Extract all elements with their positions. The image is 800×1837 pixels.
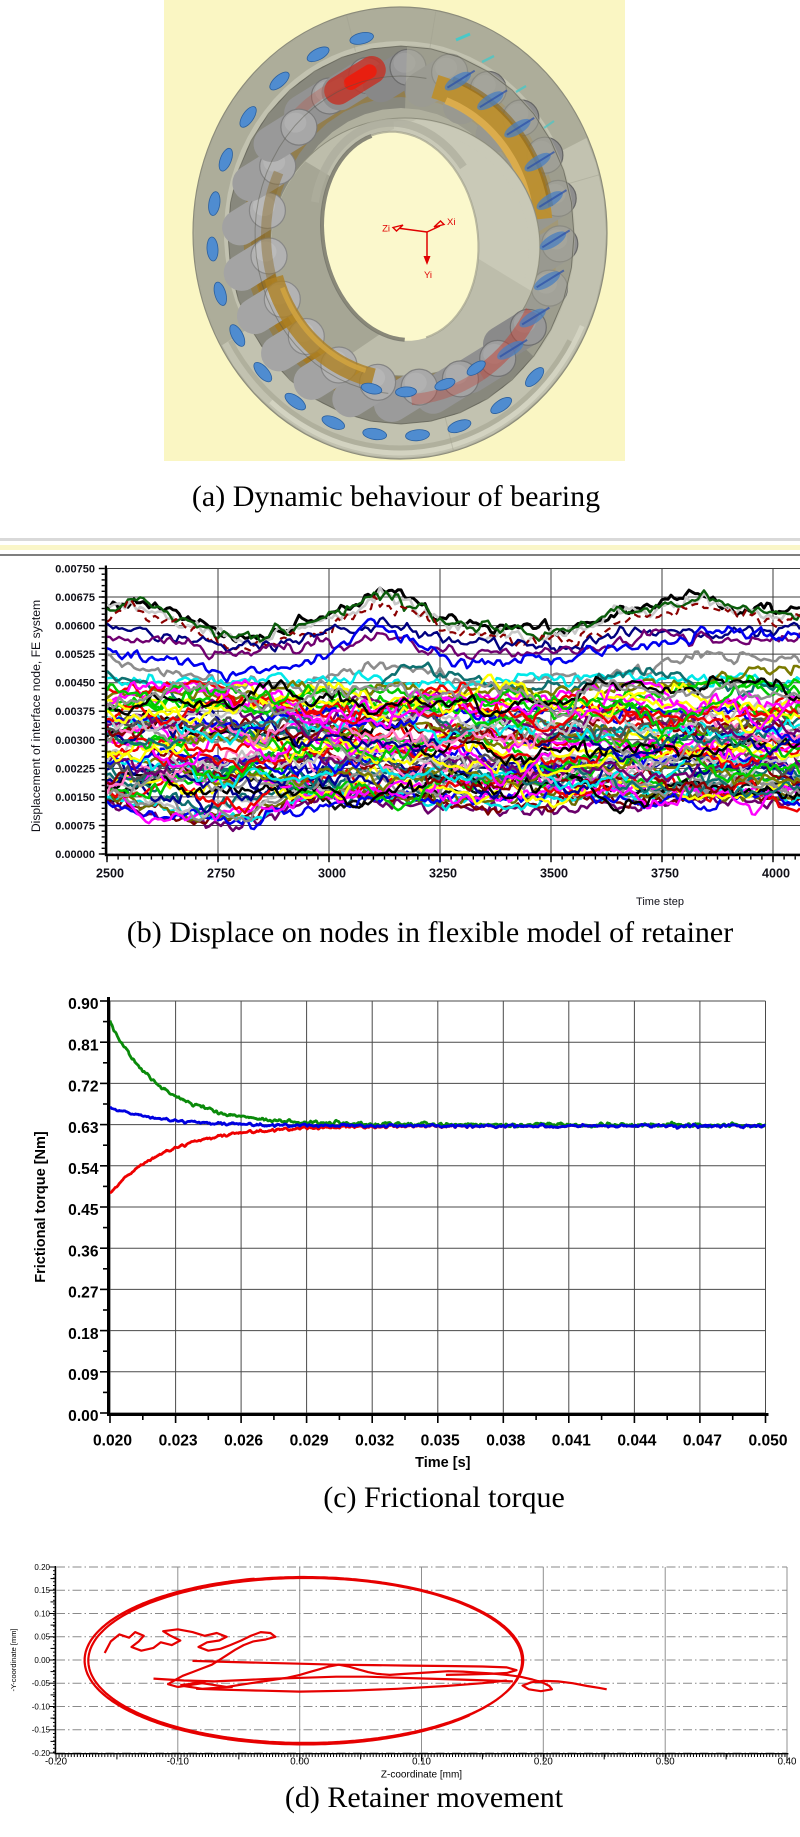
svg-text:0.050: 0.050 [748, 1433, 787, 1450]
svg-text:Displacement of interface node: Displacement of interface node, FE syste… [29, 600, 43, 832]
svg-text:0.00: 0.00 [68, 1408, 99, 1425]
svg-text:-0.20: -0.20 [32, 1749, 51, 1758]
svg-text:0.00375: 0.00375 [55, 706, 95, 718]
svg-text:0.047: 0.047 [683, 1433, 722, 1450]
svg-text:0.63: 0.63 [68, 1120, 99, 1137]
svg-text:0.05: 0.05 [34, 1633, 50, 1642]
svg-text:0.54: 0.54 [68, 1161, 99, 1178]
svg-text:0.029: 0.029 [290, 1433, 329, 1450]
svg-text:Xi: Xi [447, 217, 455, 228]
svg-text:0.72: 0.72 [68, 1079, 99, 1096]
svg-text:0.81: 0.81 [68, 1037, 99, 1054]
svg-text:2500: 2500 [96, 867, 124, 881]
svg-text:0.038: 0.038 [486, 1433, 525, 1450]
svg-text:3500: 3500 [540, 867, 568, 881]
svg-text:0.90: 0.90 [68, 996, 99, 1013]
svg-text:-0.15: -0.15 [32, 1726, 51, 1735]
svg-text:0.15: 0.15 [34, 1586, 50, 1595]
svg-text:0.30: 0.30 [656, 1757, 675, 1768]
svg-text:0.10: 0.10 [34, 1609, 50, 1618]
svg-text:0.00: 0.00 [34, 1656, 50, 1665]
svg-text:3000: 3000 [318, 867, 346, 881]
svg-text:-0.10: -0.10 [167, 1757, 190, 1768]
svg-text:2750: 2750 [207, 867, 235, 881]
svg-text:0.020: 0.020 [93, 1433, 132, 1450]
svg-text:0.044: 0.044 [617, 1433, 656, 1450]
svg-text:-0.20: -0.20 [45, 1757, 68, 1768]
svg-text:0.00150: 0.00150 [55, 792, 95, 804]
svg-text:Yi: Yi [424, 270, 432, 281]
svg-text:0.45: 0.45 [68, 1202, 99, 1219]
svg-text:0.023: 0.023 [159, 1433, 198, 1450]
svg-text:0.00000: 0.00000 [55, 849, 95, 861]
svg-text:Time step: Time step [636, 896, 684, 908]
svg-text:0.00300: 0.00300 [55, 735, 95, 747]
svg-text:0.00: 0.00 [290, 1757, 309, 1768]
svg-text:Time [s]: Time [s] [415, 1455, 471, 1471]
svg-text:0.026: 0.026 [224, 1433, 263, 1450]
svg-text:3250: 3250 [429, 867, 457, 881]
svg-text:3750: 3750 [651, 867, 679, 881]
svg-text:-Y-coordinate [mm]: -Y-coordinate [mm] [9, 1628, 18, 1691]
svg-text:0.20: 0.20 [34, 1563, 50, 1572]
svg-text:0.00225: 0.00225 [55, 763, 95, 775]
svg-text:0.27: 0.27 [68, 1285, 98, 1302]
svg-text:0.20: 0.20 [534, 1757, 553, 1768]
svg-text:0.00525: 0.00525 [55, 649, 95, 661]
svg-text:-0.05: -0.05 [32, 1679, 51, 1688]
svg-text:0.032: 0.032 [355, 1433, 394, 1450]
svg-text:0.00600: 0.00600 [55, 621, 95, 633]
svg-text:0.10: 0.10 [412, 1757, 431, 1768]
svg-text:0.00450: 0.00450 [55, 678, 95, 690]
svg-text:-0.10: -0.10 [32, 1702, 51, 1711]
svg-text:0.40: 0.40 [778, 1757, 797, 1768]
svg-text:0.00750: 0.00750 [55, 564, 95, 576]
svg-text:0.035: 0.035 [421, 1433, 460, 1450]
svg-text:0.36: 0.36 [68, 1243, 99, 1260]
svg-text:0.00675: 0.00675 [55, 592, 95, 604]
svg-text:0.041: 0.041 [552, 1433, 591, 1450]
svg-text:0.18: 0.18 [68, 1326, 99, 1343]
svg-text:4000: 4000 [762, 867, 790, 881]
svg-text:Zi: Zi [382, 224, 390, 235]
svg-text:0.00075: 0.00075 [55, 821, 95, 833]
svg-text:Frictional torque [Nm]: Frictional torque [Nm] [33, 1131, 49, 1283]
svg-text:0.09: 0.09 [68, 1367, 99, 1384]
svg-text:Z-coordinate [mm]: Z-coordinate [mm] [381, 1770, 462, 1781]
